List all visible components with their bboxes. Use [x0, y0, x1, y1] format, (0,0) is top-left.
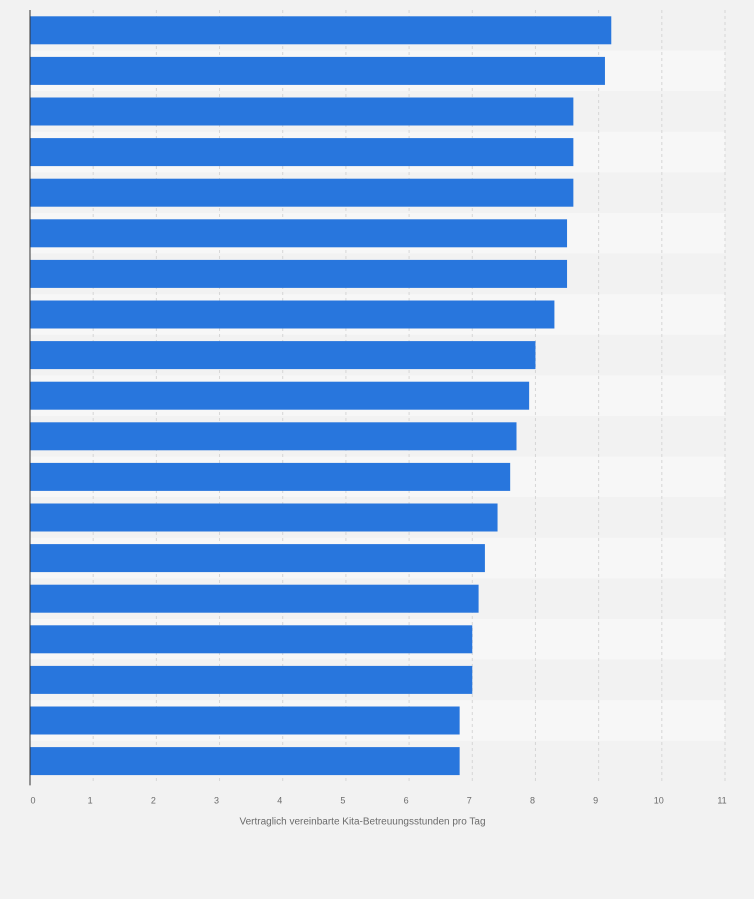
bar[interactable] — [30, 462, 511, 491]
bar[interactable] — [30, 138, 574, 167]
bar[interactable] — [30, 219, 568, 248]
bar[interactable] — [30, 747, 460, 776]
bar[interactable] — [30, 300, 555, 329]
bar[interactable] — [30, 178, 574, 207]
x-tick-label: 6 — [404, 795, 409, 805]
bar[interactable] — [30, 16, 612, 45]
x-tick-label: 2 — [151, 795, 156, 805]
x-axis-title: Vertraglich vereinbarte Kita-Betreuungss… — [239, 816, 485, 827]
x-tick-label: 7 — [467, 795, 472, 805]
x-tick-label: 5 — [340, 795, 345, 805]
x-tick-label: 0 — [30, 795, 35, 805]
bar[interactable] — [30, 584, 479, 613]
bar[interactable] — [30, 665, 473, 694]
bar[interactable] — [30, 544, 485, 573]
x-tick-label: 10 — [654, 795, 664, 805]
bar[interactable] — [30, 259, 568, 288]
bar[interactable] — [30, 341, 536, 370]
bar[interactable] — [30, 503, 498, 532]
bar[interactable] — [30, 97, 574, 126]
x-tick-label: 11 — [717, 795, 726, 805]
bar[interactable] — [30, 422, 517, 451]
x-tick-label: 3 — [214, 795, 219, 805]
bars — [30, 16, 612, 776]
bar[interactable] — [30, 56, 605, 85]
bar[interactable] — [30, 706, 460, 735]
x-tick-label: 1 — [88, 795, 93, 805]
x-tick-label: 9 — [593, 795, 598, 805]
bar[interactable] — [30, 381, 530, 410]
x-tick-label: 8 — [530, 795, 535, 805]
x-tick-labels: 0 1 2 3 4 5 6 7 8 9 10 11 — [30, 795, 726, 805]
x-tick-label: 4 — [277, 795, 282, 805]
bar[interactable] — [30, 625, 473, 654]
